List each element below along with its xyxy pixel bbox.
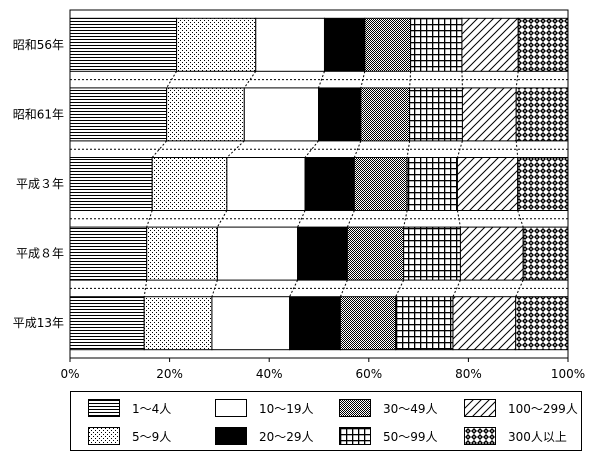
legend-swatch xyxy=(464,399,496,417)
x-tick-label: 60% xyxy=(355,367,382,381)
connector-line xyxy=(452,279,461,297)
bar-segment-2-1 xyxy=(69,87,168,142)
bar-segment-5-4 xyxy=(289,296,341,351)
category-label: 昭和56年 xyxy=(13,38,64,52)
connector-line xyxy=(353,140,362,158)
legend-label: 1～4人 xyxy=(132,401,172,416)
bar-segment-1-5 xyxy=(364,17,412,72)
legend-swatch xyxy=(88,399,120,417)
bar-segment-5-2 xyxy=(143,296,213,351)
bar-segment-5-8 xyxy=(515,296,569,351)
bar-segment-5-1 xyxy=(69,296,145,351)
legend-swatch xyxy=(88,427,120,445)
bar-segment-2-4 xyxy=(318,87,362,142)
bar-segment-4-1 xyxy=(69,226,148,281)
category-label: 平成８年 xyxy=(16,247,64,261)
bar-segment-3-5 xyxy=(353,157,408,211)
legend-label: 30～49人 xyxy=(383,401,438,416)
legend-label: 20～29人 xyxy=(259,429,314,444)
legend-label: 50～99人 xyxy=(383,429,438,444)
bar-segment-1-4 xyxy=(323,17,366,72)
connector-line xyxy=(403,210,408,228)
bar-segment-3-3 xyxy=(226,157,306,211)
legend-item: 100～299人 xyxy=(464,398,578,418)
legend-item: 1～4人 xyxy=(88,398,171,418)
bar-segment-5-7 xyxy=(452,296,517,351)
x-tick-label: 80% xyxy=(455,367,482,381)
connector-line xyxy=(289,279,299,297)
bar-segment-4-2 xyxy=(146,226,218,281)
connector-line xyxy=(243,71,257,89)
connector-line xyxy=(517,210,524,228)
legend-item: 5～9人 xyxy=(88,426,171,446)
legend-item: 10～19人 xyxy=(215,398,314,418)
bar-segment-1-6 xyxy=(410,17,463,72)
bar-segment-2-8 xyxy=(515,87,569,142)
legend-swatch xyxy=(464,427,496,445)
legend-item: 30～49人 xyxy=(339,398,438,418)
bar-segment-4-3 xyxy=(216,226,299,281)
legend-swatch xyxy=(339,399,371,417)
bar-segment-5-5 xyxy=(339,296,397,351)
connector-line xyxy=(304,140,319,158)
bar-segment-4-7 xyxy=(459,226,524,281)
bar-segment-4-8 xyxy=(522,226,569,281)
bar-segment-2-5 xyxy=(360,87,411,142)
bar-segment-4-4 xyxy=(297,226,348,281)
bar-segment-1-8 xyxy=(517,17,569,72)
x-tick-label: 20% xyxy=(156,367,183,381)
connector-line xyxy=(515,71,519,88)
bar-segment-3-8 xyxy=(517,157,569,211)
legend-item: 300人以上 xyxy=(464,426,567,446)
legend-label: 300人以上 xyxy=(508,429,567,444)
bar-segment-5-3 xyxy=(211,296,291,351)
legend-swatch xyxy=(215,427,247,445)
bar-segment-4-6 xyxy=(403,226,461,281)
legend-item: 20～29人 xyxy=(215,426,314,446)
bar-segment-1-1 xyxy=(69,17,178,72)
connector-line xyxy=(318,71,325,89)
category-label: 平成13年 xyxy=(13,316,64,330)
bar-segment-1-7 xyxy=(461,17,519,72)
bar-segment-2-6 xyxy=(409,87,463,142)
bar-segment-5-6 xyxy=(395,296,454,351)
category-label: 平成３年 xyxy=(16,177,64,191)
bar-segment-2-2 xyxy=(166,87,245,142)
bar-segment-3-6 xyxy=(406,157,458,211)
bar-segment-2-7 xyxy=(461,87,517,142)
x-tick-label: 0% xyxy=(60,367,79,381)
bar-segment-4-5 xyxy=(346,226,405,281)
legend: 1～4人 5～9人 10～19人 20～29人 30～49人 50～99人 100～299人… xyxy=(70,391,582,451)
legend-swatch xyxy=(215,399,247,417)
connector-line xyxy=(406,140,411,158)
category-label: 昭和61年 xyxy=(13,107,64,121)
bar-segment-3-7 xyxy=(456,157,519,211)
legend-item: 50～99人 xyxy=(339,426,438,446)
x-tick-label: 40% xyxy=(256,367,283,381)
bar-segment-3-1 xyxy=(69,157,153,211)
legend-swatch xyxy=(339,427,371,445)
connector-line xyxy=(143,280,148,297)
bar-segment-1-2 xyxy=(176,17,257,72)
legend-label: 5～9人 xyxy=(132,429,172,444)
bar-segment-3-2 xyxy=(151,157,228,211)
legend-label: 10～19人 xyxy=(259,401,314,416)
connector-line xyxy=(297,210,306,228)
connector-line xyxy=(515,140,519,158)
legend-label: 100～299人 xyxy=(508,401,578,416)
x-tick-label: 100% xyxy=(551,367,585,381)
bar-segment-1-3 xyxy=(255,17,325,72)
bar-segment-2-3 xyxy=(243,87,320,142)
connector-line xyxy=(146,210,153,228)
bar-segment-3-4 xyxy=(304,157,355,211)
